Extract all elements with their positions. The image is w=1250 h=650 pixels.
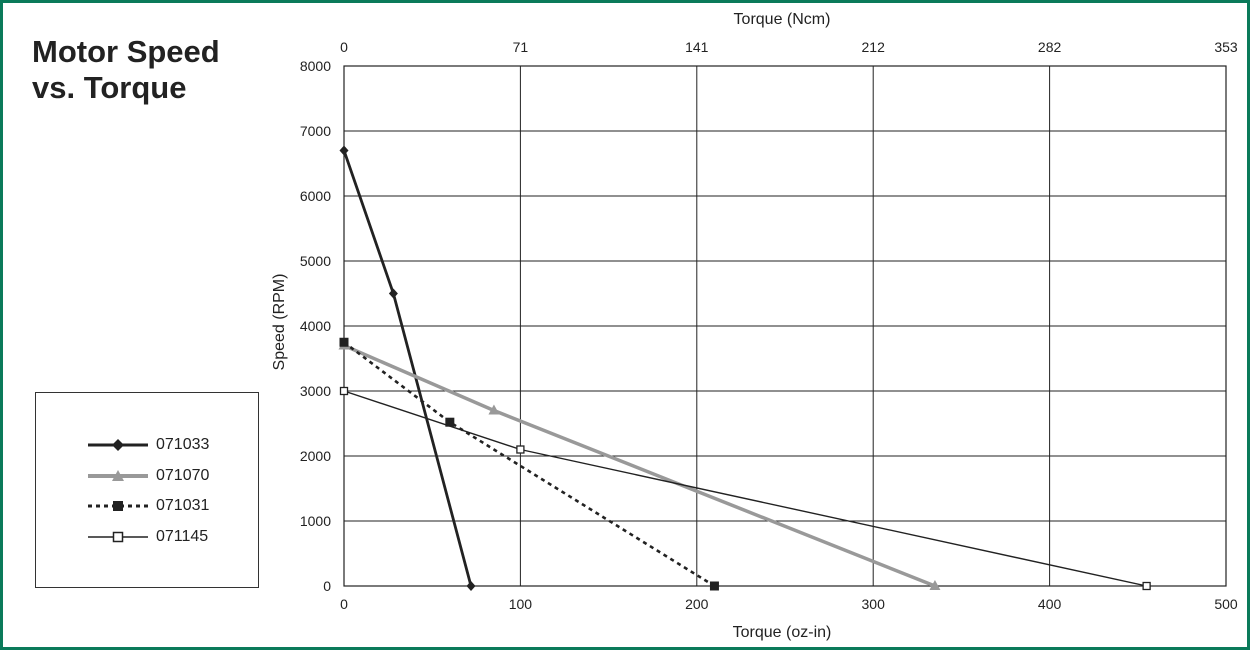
legend-swatch-071145 — [88, 531, 148, 543]
y-tick-label: 7000 — [300, 123, 331, 139]
legend-item-071070: 071070 — [86, 466, 209, 486]
x2-tick-label: 353 — [1214, 39, 1238, 55]
x2-tick-label: 0 — [340, 39, 348, 55]
legend-label-071145: 071145 — [156, 528, 209, 545]
x2-tick-label: 282 — [1038, 39, 1062, 55]
series-071033 — [339, 145, 476, 591]
data-point-071145 — [339, 386, 349, 396]
legend-item-071031: 071031 — [86, 496, 209, 516]
x-tick-label: 500 — [1214, 596, 1238, 612]
series-layer — [338, 145, 1151, 591]
x2-tick-label: 141 — [685, 39, 709, 55]
series-071031 — [339, 337, 719, 591]
chart-title-line-2: vs. Torque — [32, 70, 187, 105]
x-tick-label: 0 — [340, 596, 348, 612]
chart-title: Motor Speed vs. Torque — [32, 34, 220, 106]
legend-item-071145: 071145 — [86, 527, 208, 547]
data-point-071145 — [516, 445, 525, 454]
x2-tick-label: 71 — [513, 39, 529, 55]
legend-swatch-071031 — [88, 501, 148, 511]
x-axis-label: Torque (oz-in) — [733, 624, 832, 641]
data-point-071031 — [709, 581, 719, 591]
x2-tick-label: 212 — [862, 39, 886, 55]
y-tick-label: 6000 — [300, 188, 331, 204]
series-071070 — [338, 339, 941, 590]
series-071145 — [339, 386, 1151, 591]
y-tick-label: 4000 — [300, 318, 331, 334]
y-tick-label: 2000 — [300, 448, 331, 464]
grid — [343, 65, 1227, 587]
x2-axis-label: Torque (Ncm) — [734, 11, 831, 28]
data-point-071031 — [445, 417, 455, 427]
y-tick-label: 3000 — [300, 383, 331, 399]
legend-swatch-071070 — [88, 470, 148, 481]
legend-swatch-071033 — [88, 439, 148, 451]
chart-title-line-1: Motor Speed — [32, 34, 220, 69]
y-tick-label: 1000 — [300, 513, 331, 529]
x-tick-label: 100 — [509, 596, 533, 612]
data-point-071145 — [1142, 581, 1151, 591]
data-point-071033 — [339, 145, 349, 156]
series-line-071031 — [343, 341, 716, 588]
y-tick-label: 8000 — [300, 58, 331, 74]
plot-border — [343, 65, 1227, 587]
legend-label-071031: 071031 — [156, 497, 210, 514]
chart-legend: 071033 071070 071031 071145 — [35, 392, 259, 588]
x-tick-label: 400 — [1038, 596, 1062, 612]
data-point-071070 — [488, 404, 500, 415]
data-point-071031 — [339, 337, 349, 347]
axes: 0010071200141300212400282500353010002000… — [300, 39, 1238, 612]
legend-label-071033: 071033 — [156, 436, 210, 453]
series-line-071070 — [343, 343, 936, 588]
y-axis-label: Speed (RPM) — [271, 274, 288, 371]
data-point-071033 — [466, 581, 476, 591]
data-point-071070 — [929, 580, 941, 590]
legend-item-071033: 071033 — [86, 435, 209, 455]
y-tick-label: 0 — [323, 578, 331, 594]
legend-label-071070: 071070 — [156, 467, 210, 484]
x-tick-label: 200 — [685, 596, 709, 612]
y-tick-label: 5000 — [300, 253, 331, 269]
x-tick-label: 300 — [862, 596, 886, 612]
data-point-071033 — [388, 288, 398, 299]
